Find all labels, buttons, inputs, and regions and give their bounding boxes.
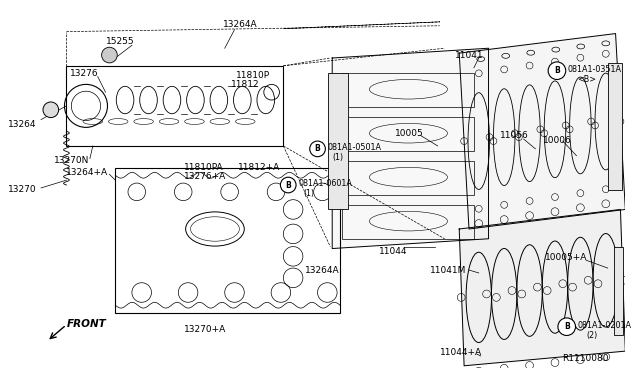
Text: 10006: 10006 bbox=[543, 136, 572, 145]
Circle shape bbox=[310, 141, 325, 157]
Text: R1110080: R1110080 bbox=[562, 354, 608, 363]
Bar bbox=[115, 169, 340, 313]
Polygon shape bbox=[460, 209, 625, 366]
Text: 081A1-0201A: 081A1-0201A bbox=[577, 321, 632, 330]
Polygon shape bbox=[460, 33, 625, 229]
Text: 081A1-0501A: 081A1-0501A bbox=[327, 143, 381, 152]
Text: <B>: <B> bbox=[577, 75, 596, 84]
Bar bbox=[67, 66, 284, 146]
Text: B: B bbox=[285, 180, 291, 189]
Text: 11044+A: 11044+A bbox=[440, 348, 482, 357]
Text: 11041: 11041 bbox=[455, 51, 484, 60]
Text: 13270N: 13270N bbox=[54, 156, 89, 165]
Text: 13270+A: 13270+A bbox=[184, 325, 226, 334]
Text: 13270: 13270 bbox=[8, 185, 36, 194]
Text: 11810PA: 11810PA bbox=[184, 163, 223, 171]
Text: 13264A: 13264A bbox=[305, 266, 339, 275]
Text: 11812+A: 11812+A bbox=[239, 163, 281, 171]
Bar bbox=[608, 63, 622, 190]
Bar bbox=[342, 73, 474, 107]
Text: 10005+A: 10005+A bbox=[545, 253, 588, 262]
Text: 13276+A: 13276+A bbox=[184, 172, 226, 181]
Text: 13264: 13264 bbox=[8, 119, 36, 129]
Bar bbox=[342, 117, 474, 151]
Circle shape bbox=[280, 177, 296, 193]
Text: 11810P: 11810P bbox=[236, 71, 271, 80]
Text: 11812: 11812 bbox=[230, 80, 259, 90]
Polygon shape bbox=[332, 48, 488, 248]
Bar bbox=[328, 73, 348, 209]
Text: (2): (2) bbox=[586, 331, 598, 340]
Text: 13264+A: 13264+A bbox=[67, 169, 109, 177]
Circle shape bbox=[558, 318, 575, 336]
Text: 081A1-0351A: 081A1-0351A bbox=[568, 65, 621, 74]
Text: 13264A: 13264A bbox=[223, 20, 257, 29]
Circle shape bbox=[43, 102, 59, 118]
Text: 15255: 15255 bbox=[106, 38, 134, 46]
Circle shape bbox=[102, 47, 117, 63]
Text: B: B bbox=[315, 144, 321, 153]
Text: 10005: 10005 bbox=[395, 129, 424, 138]
Bar bbox=[342, 161, 474, 195]
Text: (1): (1) bbox=[332, 153, 343, 162]
Text: (1): (1) bbox=[303, 189, 314, 198]
Text: FRONT: FRONT bbox=[67, 319, 106, 329]
Text: B: B bbox=[554, 66, 560, 75]
Text: 081A1-0601A: 081A1-0601A bbox=[298, 179, 352, 188]
Text: 11056: 11056 bbox=[500, 131, 529, 140]
Text: B: B bbox=[564, 322, 570, 331]
Bar bbox=[614, 247, 623, 334]
Text: 11044: 11044 bbox=[379, 247, 408, 256]
Text: 13276: 13276 bbox=[70, 69, 99, 78]
Circle shape bbox=[548, 62, 566, 80]
Bar bbox=[342, 205, 474, 239]
Text: 11041M: 11041M bbox=[430, 266, 467, 275]
